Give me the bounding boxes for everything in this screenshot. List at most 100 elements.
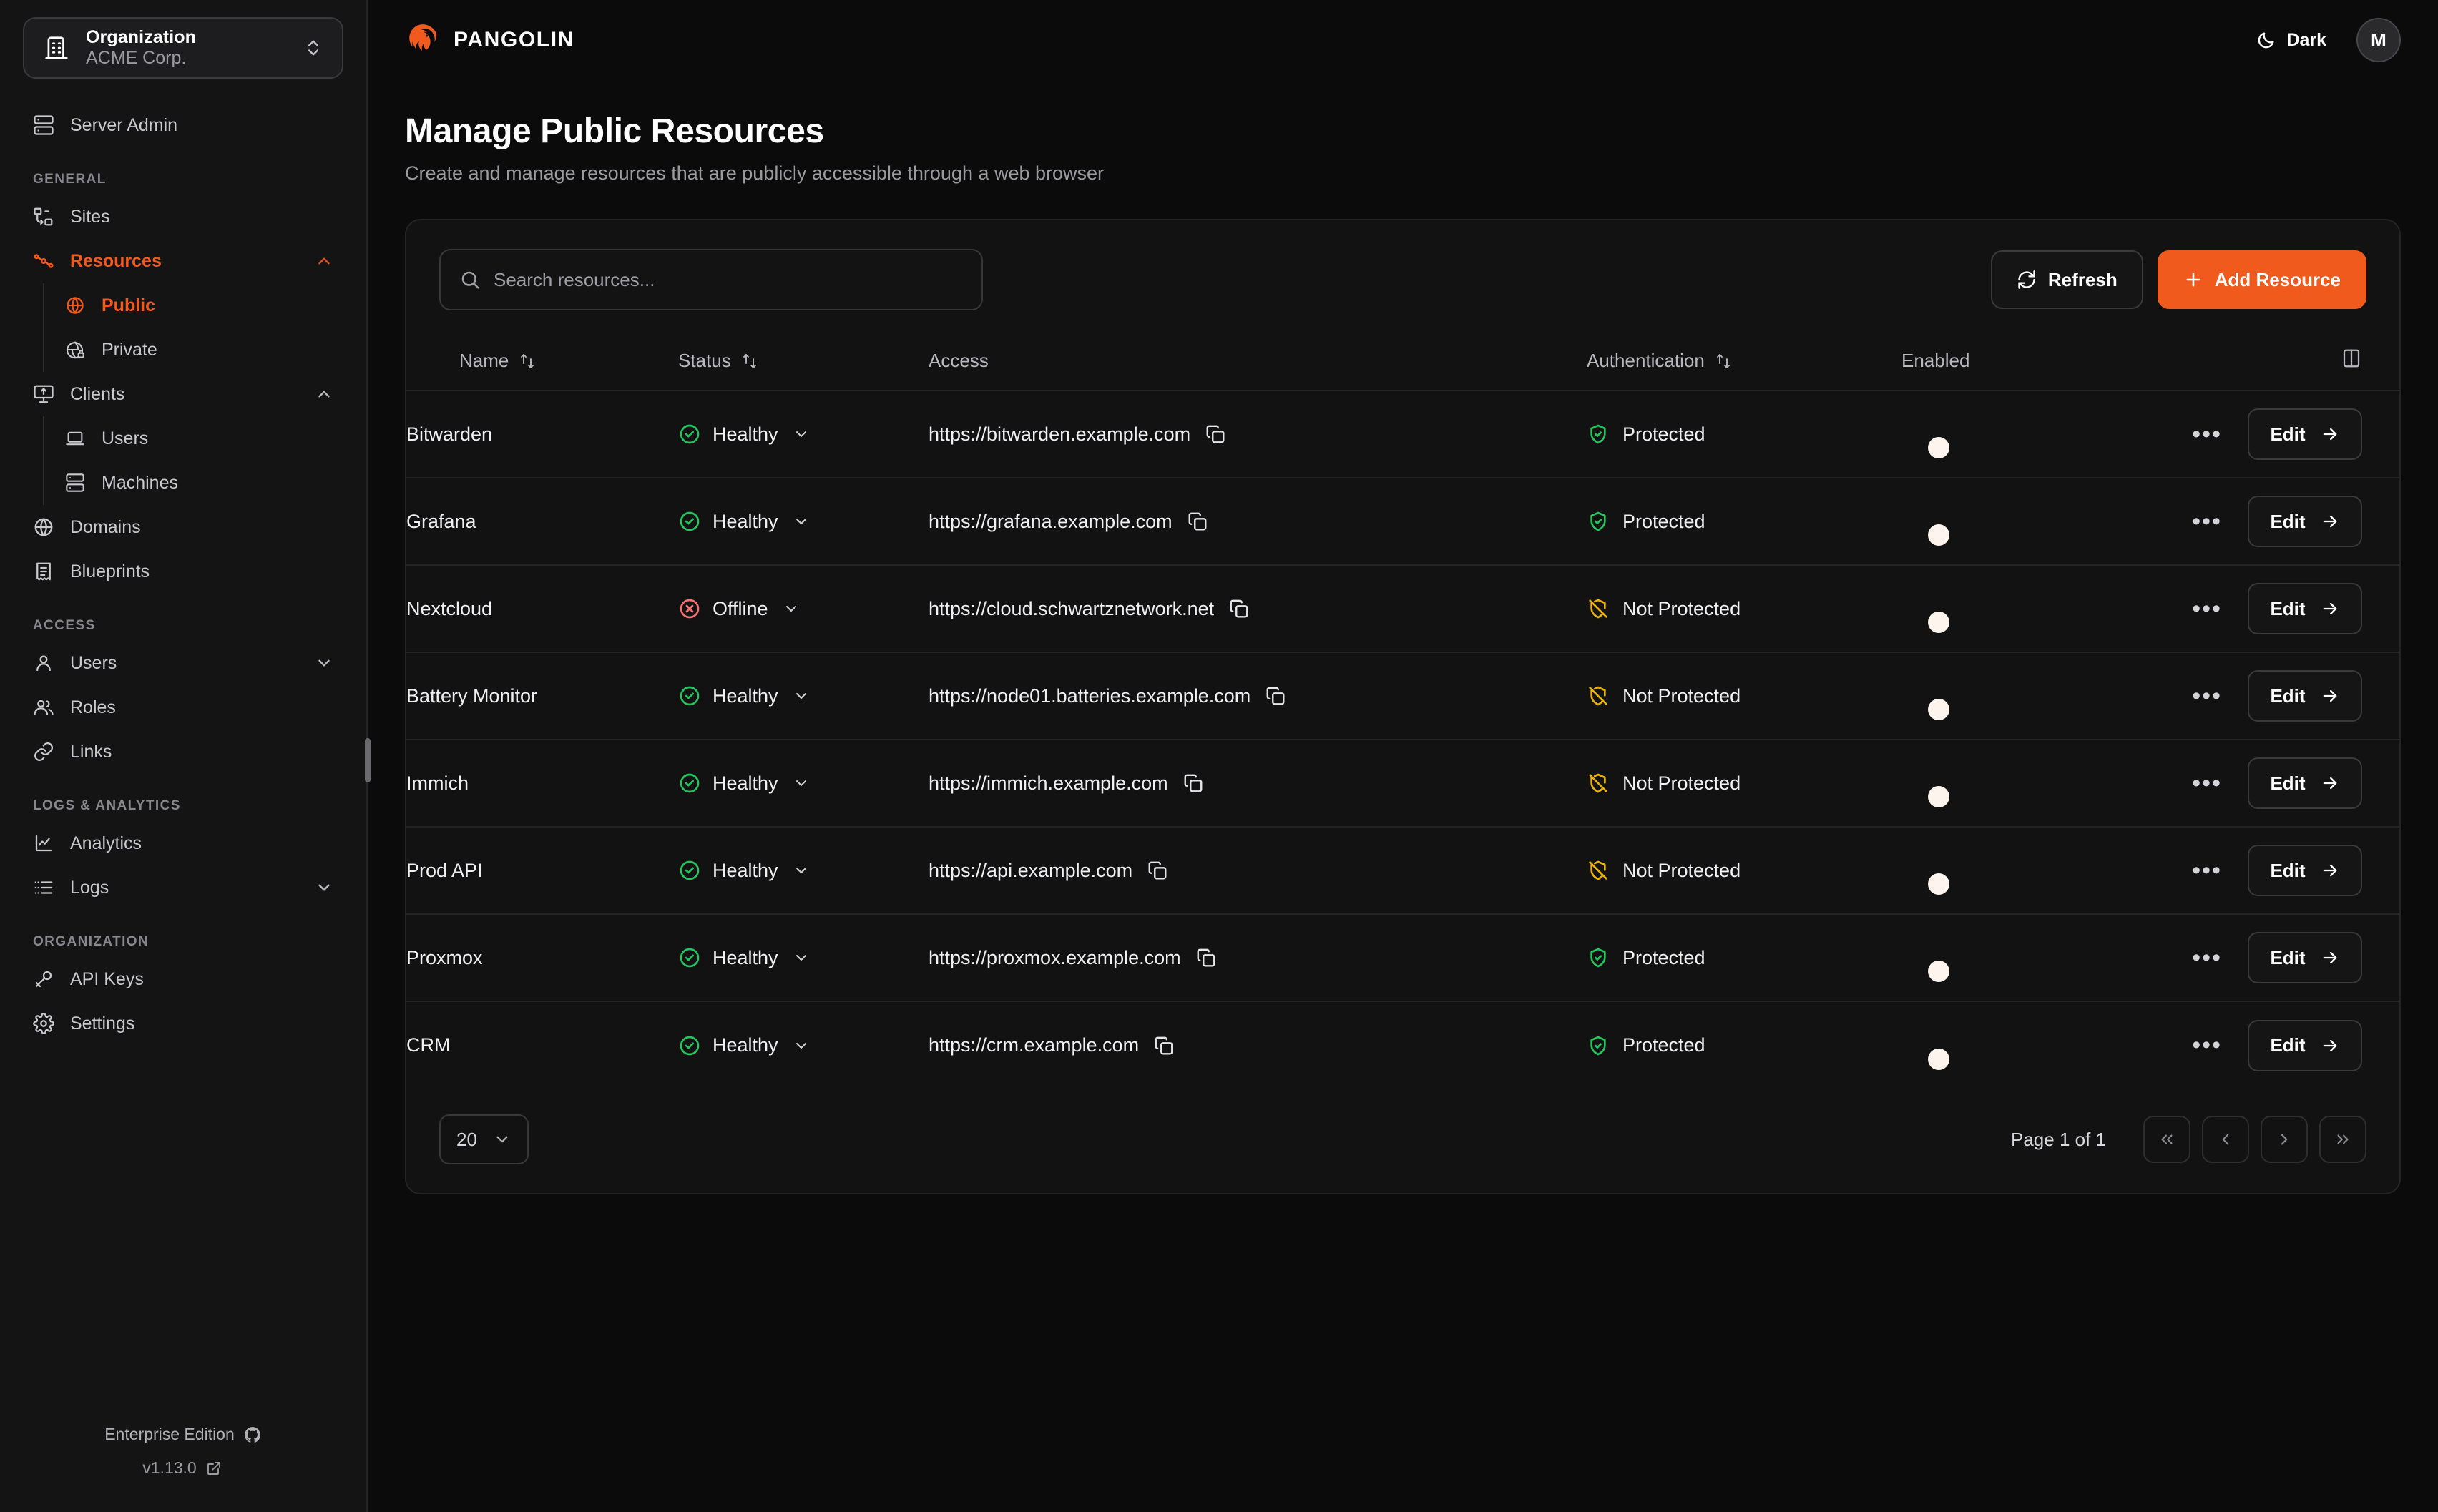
resource-url[interactable]: https://node01.batteries.example.com (929, 684, 1251, 707)
org-switcher[interactable]: Organization ACME Corp. (23, 17, 343, 79)
resource-url[interactable]: https://api.example.com (929, 859, 1133, 881)
refresh-button[interactable]: Refresh (1990, 250, 2143, 309)
edit-button[interactable]: Edit (2248, 1019, 2362, 1071)
edit-button[interactable]: Edit (2248, 408, 2362, 460)
row-menu-button[interactable]: ••• (2192, 856, 2222, 884)
edit-button[interactable]: Edit (2248, 932, 2362, 983)
chevron-down-icon[interactable] (783, 600, 800, 617)
sidebar-item-logs[interactable]: Logs (23, 865, 343, 910)
sort-icon[interactable] (519, 353, 536, 370)
row-menu-button[interactable]: ••• (2192, 682, 2222, 710)
sidebar-item-machines[interactable]: Machines (44, 461, 343, 505)
table-row[interactable]: Prod API Healthy https://api.example.com… (406, 827, 2399, 915)
chevron-down-icon[interactable] (793, 775, 810, 792)
table-row[interactable]: Bitwarden Healthy https://bitwarden.exam… (406, 391, 2399, 478)
table-row[interactable]: Battery Monitor Healthy https://node01.b… (406, 652, 2399, 740)
sidebar-item-client-users[interactable]: Users (44, 416, 343, 461)
row-menu-button[interactable]: ••• (2192, 1031, 2222, 1059)
copy-icon[interactable] (1187, 511, 1208, 532)
chevron-down-icon[interactable] (315, 654, 333, 672)
chevron-up-icon[interactable] (315, 385, 333, 403)
chevron-down-icon[interactable] (793, 1037, 810, 1054)
copy-icon[interactable] (1147, 860, 1168, 881)
edit-button[interactable]: Edit (2248, 670, 2362, 722)
copy-icon[interactable] (1183, 772, 1204, 794)
sidebar-item-public[interactable]: Public (44, 283, 343, 328)
copy-icon[interactable] (1205, 423, 1226, 445)
column-header-authentication[interactable]: Authentication (1587, 335, 1901, 391)
version-link[interactable]: v1.13.0 (142, 1458, 223, 1478)
first-page-button[interactable] (2143, 1116, 2190, 1163)
chevron-down-icon[interactable] (793, 862, 810, 879)
status-badge[interactable]: Healthy (678, 684, 929, 707)
add-resource-button[interactable]: Add Resource (2157, 250, 2366, 309)
chevron-down-icon[interactable] (793, 513, 810, 530)
resource-url[interactable]: https://proxmox.example.com (929, 946, 1181, 968)
page-size-select[interactable]: 20 (439, 1114, 529, 1164)
prev-page-button[interactable] (2202, 1116, 2249, 1163)
resource-url[interactable]: https://bitwarden.example.com (929, 423, 1191, 445)
status-badge[interactable]: Healthy (678, 859, 929, 882)
edit-button[interactable]: Edit (2248, 583, 2362, 634)
status-badge[interactable]: Healthy (678, 946, 929, 969)
chevron-down-icon[interactable] (793, 687, 810, 705)
sidebar-item-server-admin[interactable]: Server Admin (23, 103, 343, 147)
copy-icon[interactable] (1153, 1035, 1175, 1056)
sidebar-item-sites[interactable]: Sites (23, 195, 343, 239)
sidebar-item-domains[interactable]: Domains (23, 505, 343, 549)
sidebar-item-analytics[interactable]: Analytics (23, 821, 343, 865)
status-badge[interactable]: Healthy (678, 772, 929, 795)
sort-icon[interactable] (741, 353, 758, 370)
resource-url[interactable]: https://cloud.schwartznetwork.net (929, 597, 1215, 619)
status-badge[interactable]: Healthy (678, 1034, 929, 1057)
copy-icon[interactable] (1195, 947, 1217, 968)
sidebar-item-links[interactable]: Links (23, 730, 343, 774)
chevron-down-icon[interactable] (315, 878, 333, 897)
search-input[interactable] (494, 268, 963, 291)
edition-link[interactable]: Enterprise Edition (104, 1425, 262, 1444)
resource-url[interactable]: https://crm.example.com (929, 1034, 1140, 1056)
chevron-up-icon[interactable] (315, 252, 333, 270)
brand[interactable]: PANGOLIN (405, 22, 574, 58)
column-header-status[interactable]: Status (678, 335, 929, 391)
sidebar-resize-handle[interactable] (365, 738, 371, 782)
last-page-button[interactable] (2319, 1116, 2366, 1163)
edit-button[interactable]: Edit (2248, 845, 2362, 896)
edit-button[interactable]: Edit (2248, 757, 2362, 809)
row-menu-button[interactable]: ••• (2192, 769, 2222, 797)
copy-icon[interactable] (1265, 685, 1286, 707)
search-box[interactable] (439, 249, 983, 310)
copy-icon[interactable] (1228, 598, 1250, 619)
table-row[interactable]: Grafana Healthy https://grafana.example.… (406, 478, 2399, 566)
sort-icon[interactable] (1715, 353, 1732, 370)
chevron-down-icon[interactable] (793, 426, 810, 443)
edit-button[interactable]: Edit (2248, 496, 2362, 547)
column-header-name[interactable]: Name (406, 335, 678, 391)
columns-icon[interactable] (2341, 348, 2362, 369)
status-badge[interactable]: Healthy (678, 510, 929, 533)
resource-url[interactable]: https://immich.example.com (929, 772, 1168, 794)
sidebar-item-blueprints[interactable]: Blueprints (23, 549, 343, 594)
row-menu-button[interactable]: ••• (2192, 943, 2222, 971)
table-row[interactable]: Proxmox Healthy https://proxmox.example.… (406, 914, 2399, 1002)
chevron-updown-icon[interactable] (303, 38, 323, 58)
sidebar-item-private[interactable]: Private (44, 328, 343, 372)
table-row[interactable]: CRM Healthy https://crm.example.com Prot… (406, 1001, 2399, 1089)
sidebar-item-resources[interactable]: Resources (23, 239, 343, 283)
sidebar-item-api-keys[interactable]: API Keys (23, 957, 343, 1001)
table-row[interactable]: Immich Healthy https://immich.example.co… (406, 740, 2399, 828)
row-menu-button[interactable]: ••• (2192, 420, 2222, 448)
sidebar-item-settings[interactable]: Settings (23, 1001, 343, 1046)
chevron-down-icon[interactable] (793, 949, 810, 966)
theme-toggle[interactable]: Dark (2256, 30, 2326, 51)
sidebar-item-clients[interactable]: Clients (23, 372, 343, 416)
sidebar-item-roles[interactable]: Roles (23, 685, 343, 730)
avatar[interactable]: M (2356, 18, 2401, 62)
resource-url[interactable]: https://grafana.example.com (929, 510, 1173, 532)
sidebar-item-users[interactable]: Users (23, 641, 343, 685)
status-badge[interactable]: Offline (678, 597, 929, 620)
status-badge[interactable]: Healthy (678, 423, 929, 446)
row-menu-button[interactable]: ••• (2192, 594, 2222, 622)
next-page-button[interactable] (2261, 1116, 2308, 1163)
row-menu-button[interactable]: ••• (2192, 507, 2222, 535)
